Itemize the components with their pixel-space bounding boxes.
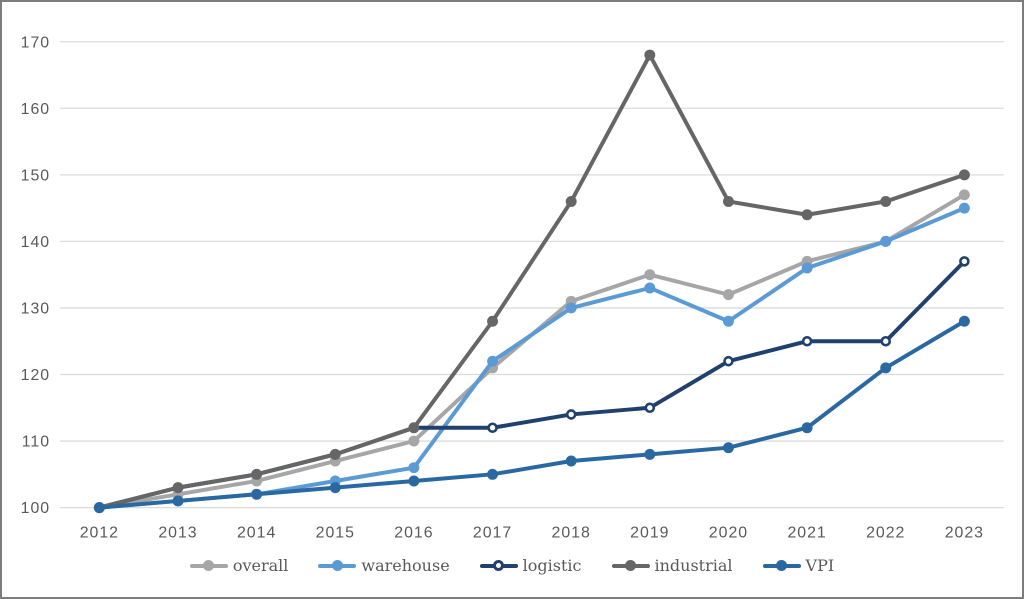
data-point-logistic bbox=[644, 402, 656, 414]
legend-label-overall: overall bbox=[232, 556, 289, 575]
data-point-VPI bbox=[958, 315, 970, 327]
data-point-VPI bbox=[722, 442, 734, 454]
data-point-warehouse bbox=[722, 315, 734, 327]
x-axis-tick-label: 2013 bbox=[158, 524, 197, 541]
x-axis-tick-label: 2012 bbox=[80, 524, 119, 541]
data-point-warehouse bbox=[408, 462, 420, 474]
data-point-warehouse bbox=[644, 282, 656, 294]
legend-item-warehouse: warehouse bbox=[318, 556, 450, 575]
x-axis-tick-label: 2018 bbox=[552, 524, 591, 541]
x-axis-tick-label: 2015 bbox=[316, 524, 355, 541]
x-axis-tick-label: 2020 bbox=[709, 524, 748, 541]
data-point-industrial bbox=[565, 195, 577, 207]
data-point-VPI bbox=[251, 488, 263, 500]
data-point-overall bbox=[958, 189, 970, 201]
legend-item-logistic: logistic bbox=[479, 556, 582, 575]
y-axis-tick-label: 160 bbox=[21, 101, 50, 118]
x-axis-tick-label: 2022 bbox=[866, 524, 905, 541]
x-axis-tick-label: 2019 bbox=[630, 524, 669, 541]
y-axis-tick-label: 140 bbox=[21, 234, 50, 251]
legend-label-logistic: logistic bbox=[522, 556, 582, 575]
data-point-industrial bbox=[880, 195, 892, 207]
data-point-industrial bbox=[722, 195, 734, 207]
y-axis-tick-label: 120 bbox=[21, 367, 50, 384]
data-point-warehouse bbox=[565, 302, 577, 314]
data-point-logistic bbox=[723, 355, 734, 367]
data-point-VPI bbox=[93, 502, 105, 514]
data-point-industrial bbox=[801, 209, 813, 221]
data-point-logistic bbox=[880, 335, 892, 347]
data-point-VPI bbox=[408, 475, 420, 487]
x-axis-tick-label: 2016 bbox=[394, 524, 433, 541]
data-point-VPI bbox=[329, 482, 341, 494]
chart-legend: overall warehouse logistic industrial VPI bbox=[2, 556, 1022, 575]
data-point-VPI bbox=[880, 362, 892, 374]
data-point-logistic bbox=[565, 409, 577, 420]
data-point-logistic bbox=[959, 256, 970, 267]
data-point-VPI bbox=[644, 448, 656, 460]
data-point-warehouse bbox=[880, 235, 892, 247]
legend-item-overall: overall bbox=[189, 556, 289, 575]
data-point-industrial bbox=[408, 422, 420, 434]
y-axis-tick-label: 110 bbox=[22, 434, 50, 451]
data-point-industrial bbox=[251, 468, 263, 480]
series-line-logistic bbox=[97, 259, 967, 510]
legend-label-VPI: VPI bbox=[805, 556, 835, 575]
data-point-industrial bbox=[644, 49, 656, 61]
data-point-VPI bbox=[801, 422, 813, 434]
data-point-industrial bbox=[172, 482, 184, 494]
x-axis-tick-label: 2023 bbox=[945, 524, 984, 541]
series-line-industrial bbox=[97, 53, 967, 510]
data-point-VPI bbox=[172, 495, 184, 507]
legend-item-VPI: VPI bbox=[762, 556, 835, 575]
y-axis-tick-label: 150 bbox=[21, 167, 50, 184]
data-point-overall bbox=[722, 289, 734, 301]
legend-marker-VPI bbox=[762, 559, 801, 572]
legend-marker-logistic bbox=[479, 559, 518, 572]
data-point-industrial bbox=[487, 315, 499, 327]
x-axis-tick-label: 2017 bbox=[473, 524, 512, 541]
data-point-overall bbox=[408, 435, 420, 447]
y-axis-tick-label: 170 bbox=[21, 34, 50, 51]
data-point-industrial bbox=[958, 169, 970, 181]
data-point-logistic bbox=[487, 422, 498, 434]
data-point-VPI bbox=[487, 468, 499, 480]
data-point-warehouse bbox=[958, 202, 970, 214]
legend-marker-warehouse bbox=[318, 559, 357, 572]
data-point-industrial bbox=[329, 448, 341, 460]
legend-marker-industrial bbox=[611, 559, 650, 572]
data-point-overall bbox=[644, 269, 656, 281]
legend-item-industrial: industrial bbox=[611, 556, 733, 575]
data-point-warehouse bbox=[801, 262, 813, 274]
y-axis-tick-label: 100 bbox=[21, 500, 50, 517]
series-line-VPI bbox=[97, 319, 967, 510]
data-point-logistic bbox=[801, 335, 813, 347]
data-point-warehouse bbox=[487, 355, 499, 367]
legend-marker-overall bbox=[189, 559, 228, 572]
legend-label-industrial: industrial bbox=[654, 556, 733, 575]
legend-label-warehouse: warehouse bbox=[361, 556, 450, 575]
x-axis-tick-label: 2014 bbox=[237, 524, 276, 541]
y-axis-tick-label: 130 bbox=[21, 301, 50, 318]
x-axis-tick-label: 2021 bbox=[787, 524, 826, 541]
data-point-VPI bbox=[565, 455, 577, 467]
